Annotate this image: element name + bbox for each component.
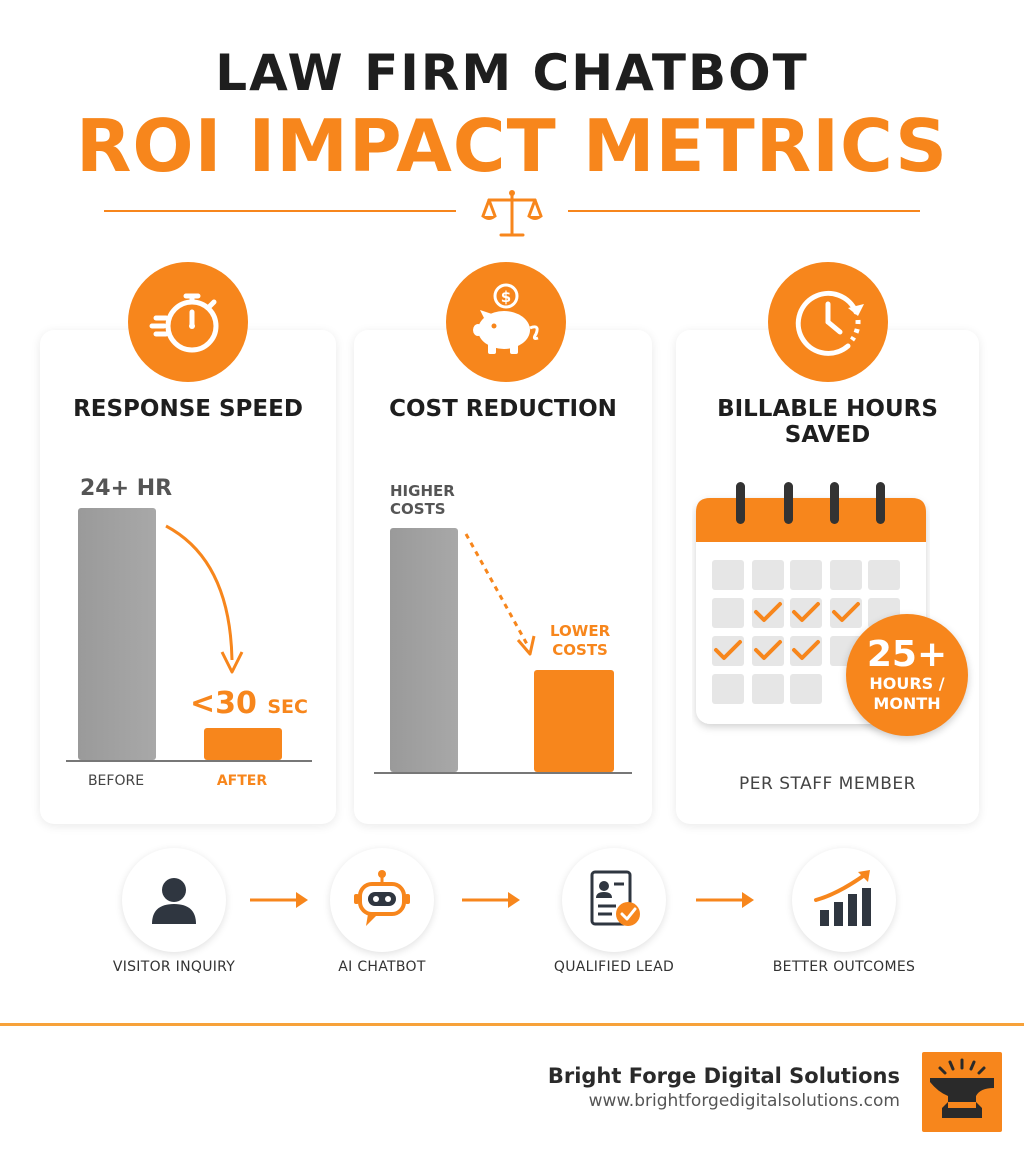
company-url[interactable]: www.brightforgedigitalsolutions.com [588,1091,900,1111]
flow-label-outcomes: BETTER OUTCOMES [772,959,916,975]
card-title-response-speed: RESPONSE SPEED [73,396,303,422]
before-label: BEFORE [87,773,145,789]
after-bar [204,728,282,760]
stopwatch-icon [128,262,248,382]
user-icon [122,848,226,952]
decrease-arrow-icon [165,524,244,674]
after-label: AFTER [216,773,268,789]
hours-saved-unit: HOURS / MONTH [869,674,945,713]
robot-chat-icon [330,848,434,952]
flow-arrow-1 [250,892,308,908]
lower-costs-label: LOWER COSTS [550,622,611,659]
flow-label-chatbot: AI CHATBOT [338,959,426,975]
hours-saved-badge: 25+ HOURS / MONTH [846,614,968,736]
lower-costs-bar [534,670,614,772]
growth-chart-icon [792,848,896,952]
divider-left [104,210,456,212]
before-bar [78,508,156,760]
flow-label-visitor: VISITOR INQUIRY [112,959,236,975]
document-check-icon [562,848,666,952]
title-line-2: ROI IMPACT METRICS [75,104,949,188]
piggy-bank-dollar-icon: $ [446,262,566,382]
chart-baseline [374,772,632,774]
after-value: <30 SEC [190,686,308,721]
footer-divider [0,1023,1024,1026]
title-line-1: LAW FIRM CHATBOT [215,44,809,102]
card-title-cost-reduction: COST REDUCTION [389,396,617,422]
hours-saved-value: 25+ [866,634,948,675]
higher-costs-bar [390,528,458,772]
anvil-logo-icon [922,1052,1002,1132]
company-name: Bright Forge Digital Solutions [547,1064,900,1088]
dashed-arrow-icon [464,533,536,656]
flow-arrow-2 [462,892,520,908]
card-title-billable-hours: BILLABLE HOURS SAVED [717,396,938,448]
svg-text:$: $ [501,288,511,306]
higher-costs-label: HIGHER COSTS [390,482,455,518]
divider-right [568,210,920,212]
scales-of-justice-icon [481,190,543,237]
per-staff-caption: PER STAFF MEMBER [739,774,916,794]
flow-label-qualified-lead: QUALIFIED LEAD [553,959,675,975]
flow-arrow-3 [696,892,754,908]
before-value: 24+ HR [80,476,173,501]
clock-refresh-icon [768,262,888,382]
chart-baseline [66,760,312,762]
